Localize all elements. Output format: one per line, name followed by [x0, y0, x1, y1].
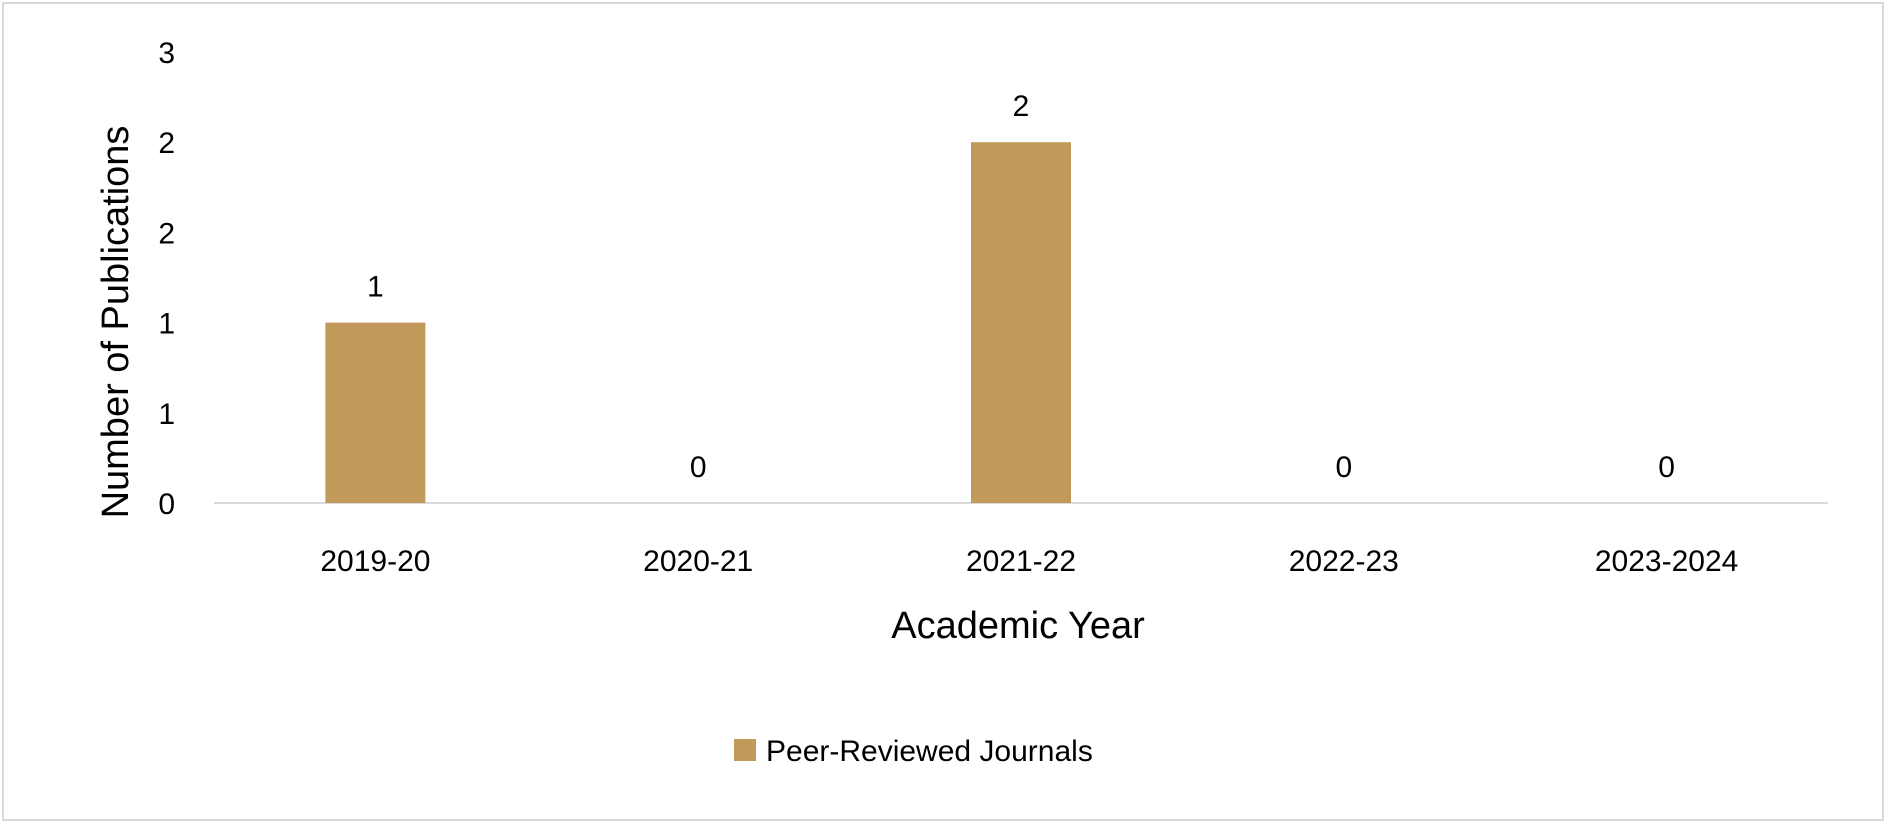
y-tick-label: 1: [158, 308, 175, 341]
data-label-2022-23: 0: [1335, 451, 1352, 484]
y-tick-label: 3: [158, 37, 175, 70]
bar-2019-20: [325, 322, 426, 503]
y-tick-label: 0: [158, 488, 175, 521]
legend: Peer-Reviewed Journals: [734, 735, 1093, 768]
legend-label: Peer-Reviewed Journals: [766, 735, 1093, 768]
y-tick-label: 2: [158, 217, 175, 250]
bars: [325, 142, 1071, 503]
y-axis-title: Number of Publications: [95, 126, 137, 519]
y-tick-label: 2: [158, 127, 175, 160]
x-tick-label: 2023-2024: [1595, 545, 1738, 578]
legend-swatch: [734, 739, 756, 761]
x-tick-label: 2021-22: [966, 545, 1076, 578]
data-label-2021-22: 2: [1013, 90, 1030, 123]
x-tick-label: 2019-20: [320, 545, 430, 578]
x-axis-ticks: 2019-20 2020-21 2021-22 2022-23 2023-2024: [320, 545, 1738, 578]
data-label-2020-21: 0: [690, 451, 707, 484]
x-axis-title: Academic Year: [891, 605, 1145, 647]
data-label-2023-2024: 0: [1658, 451, 1675, 484]
y-tick-label: 1: [158, 398, 175, 431]
bar-2021-22: [971, 142, 1071, 503]
data-labels: 1 0 2 0 0: [367, 90, 1675, 484]
x-tick-label: 2022-23: [1289, 545, 1399, 578]
x-tick-label: 2020-21: [643, 545, 753, 578]
y-axis-ticks: 0 1 1 2 2 3: [158, 37, 175, 521]
data-label-2019-20: 1: [367, 271, 384, 304]
